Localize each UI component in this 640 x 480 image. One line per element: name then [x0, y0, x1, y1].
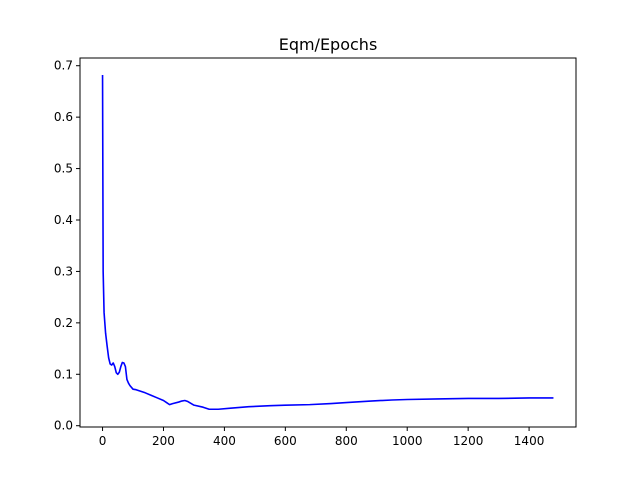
x-tick-label: 600: [274, 434, 297, 448]
y-tick-label: 0.2: [54, 316, 73, 330]
y-tick-label: 0.7: [54, 59, 73, 73]
y-axis-ticks: 0.0 0.1 0.2 0.3 0.4 0.5 0.6 0.7: [54, 59, 80, 433]
x-axis-ticks: 0 200 400 600 800 1000 1200 1400: [99, 427, 545, 448]
y-tick-label: 0.5: [54, 162, 73, 176]
y-tick-label: 0.1: [54, 367, 73, 381]
series-layer: [101, 74, 554, 411]
x-tick-label: 800: [335, 434, 358, 448]
x-tick-label: 1000: [392, 434, 423, 448]
y-tick-label: 0.4: [54, 213, 73, 227]
plot-frame: [79, 57, 577, 428]
y-tick-label: 0.0: [54, 419, 73, 433]
y-tick-label: 0.6: [54, 110, 73, 124]
x-tick-label: 0: [99, 434, 107, 448]
series-line-0: [101, 74, 554, 411]
chart-title: Eqm/Epochs: [279, 35, 378, 54]
x-tick-label: 200: [152, 434, 175, 448]
x-tick-label: 400: [213, 434, 236, 448]
x-tick-label: 1200: [453, 434, 484, 448]
x-tick-label: 1400: [514, 434, 545, 448]
y-tick-label: 0.3: [54, 264, 73, 278]
